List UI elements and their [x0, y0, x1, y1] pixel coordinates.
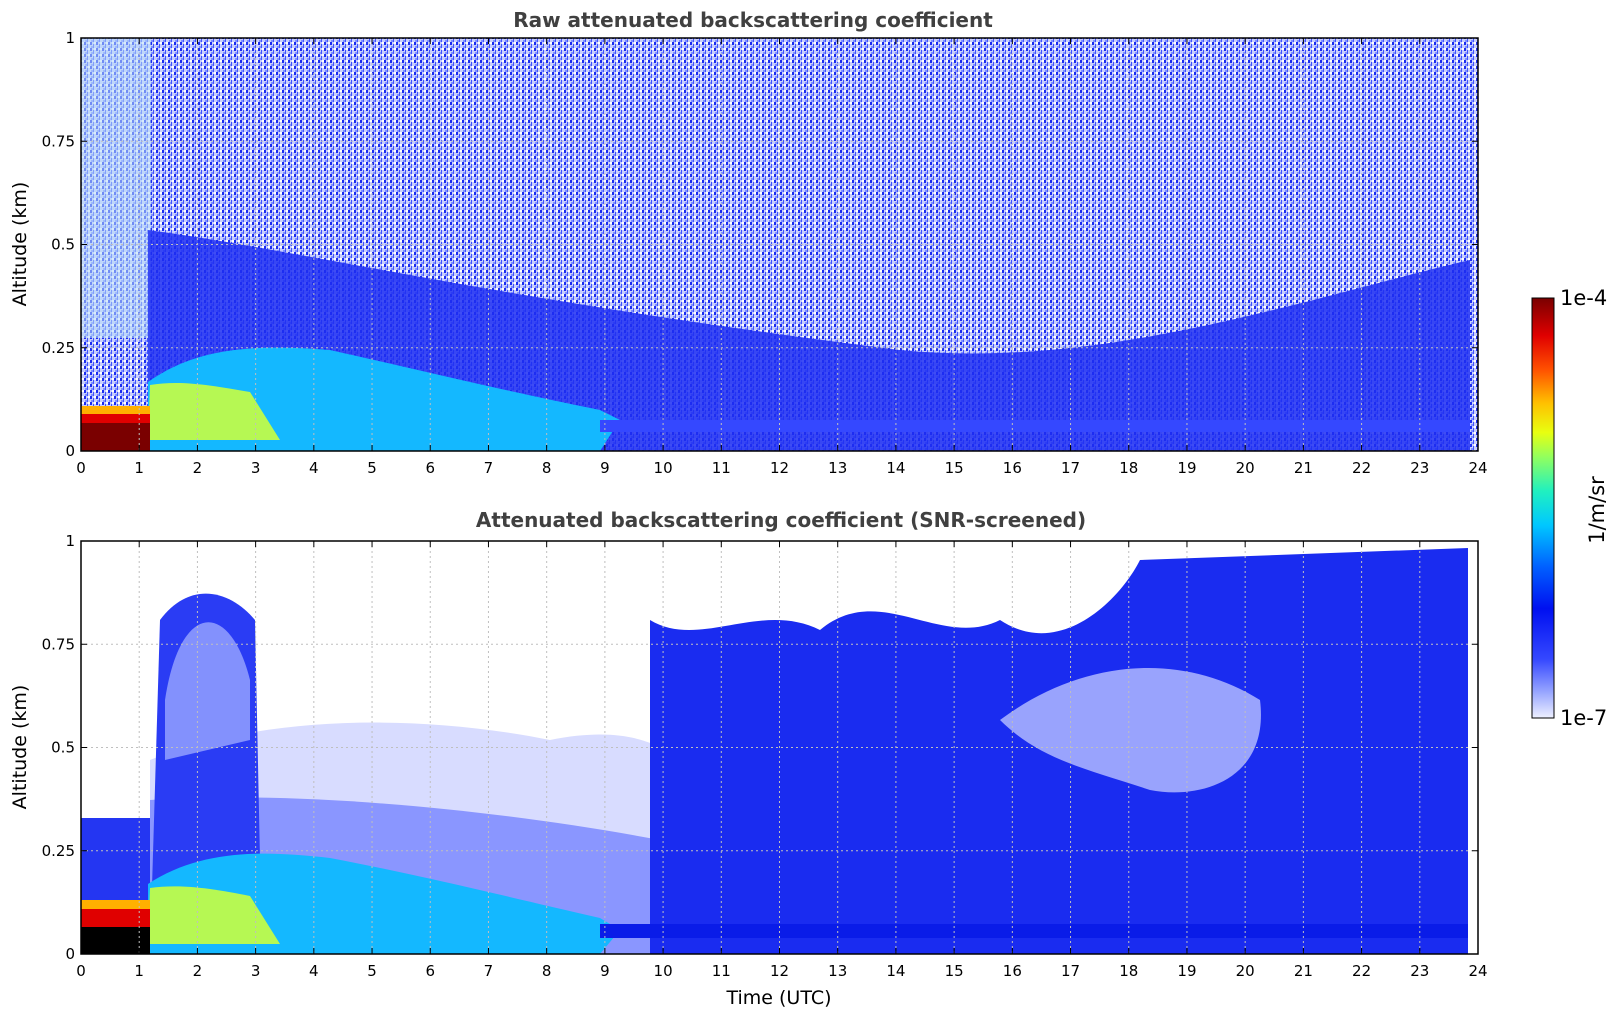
x-tick-label: 1 — [134, 459, 144, 477]
colorbar-min-label: 1e-7 — [1560, 706, 1607, 730]
y-tick-label: 0.5 — [51, 236, 75, 254]
x-tick-label: 5 — [367, 459, 377, 477]
colorbar-gradient — [1531, 297, 1555, 719]
x-tick-label: 2 — [193, 962, 203, 980]
x-tick-label: 1 — [134, 962, 144, 980]
x-tick-label: 21 — [1294, 962, 1313, 980]
colorbar-unit-label: 1/m/sr — [1585, 476, 1609, 544]
x-tick-label: 10 — [654, 962, 673, 980]
cloud-pale-patch — [1000, 667, 1261, 793]
x-tick-label: 20 — [1236, 962, 1255, 980]
x-tick-label: 16 — [1003, 962, 1022, 980]
x-tick-label: 9 — [600, 962, 610, 980]
x-tick-label: 7 — [484, 962, 494, 980]
x-tick-label: 14 — [886, 962, 905, 980]
x-tick-label: 22 — [1352, 459, 1371, 477]
x-tick-label: 20 — [1236, 459, 1255, 477]
x-tick-label: 11 — [712, 459, 731, 477]
panel-raw: Raw attenuated backscattering coefficien… — [9, 8, 1488, 477]
x-tick-label: 4 — [309, 962, 319, 980]
y-tick-label: 0.25 — [42, 842, 75, 860]
y-tick-label: 0.25 — [42, 339, 75, 357]
x-tick-label: 15 — [945, 962, 964, 980]
ticks: 0 1 2 3 4 5 6 7 8 9 10 11 12 13 14 15 16 17 18 19 20 21 22 23 24… — [42, 532, 1488, 980]
gridlines — [81, 38, 1478, 451]
y-axis-label: Altitude (km) — [9, 182, 31, 307]
x-tick-label: 11 — [712, 962, 731, 980]
x-tick-label: 15 — [945, 459, 964, 477]
x-tick-label: 8 — [542, 962, 552, 980]
boundary-layer-core — [148, 886, 280, 944]
x-tick-label: 14 — [886, 459, 905, 477]
x-tick-label: 0 — [76, 962, 86, 980]
x-tick-label: 23 — [1410, 459, 1429, 477]
x-tick-label: 0 — [76, 459, 86, 477]
x-tick-label: 18 — [1119, 459, 1138, 477]
x-tick-label: 3 — [251, 459, 261, 477]
x-tick-label: 5 — [367, 962, 377, 980]
x-tick-label: 9 — [600, 459, 610, 477]
noise-upper-pale — [81, 38, 151, 338]
y-axis-label: Altitude (km) — [9, 685, 31, 810]
x-tick-label: 18 — [1119, 962, 1138, 980]
x-tick-label: 13 — [828, 459, 847, 477]
x-tick-label: 24 — [1468, 962, 1487, 980]
x-tick-label: 22 — [1352, 962, 1371, 980]
y-tick-label: 0 — [65, 945, 75, 963]
x-tick-label: 10 — [654, 459, 673, 477]
colorbar-max-label: 1e-4 — [1560, 286, 1607, 310]
y-tick-label: 1 — [65, 532, 75, 550]
x-tick-label: 4 — [309, 459, 319, 477]
chart-title: Attenuated backscattering coefficient (S… — [476, 508, 1086, 532]
x-tick-label: 16 — [1003, 459, 1022, 477]
x-tick-label: 12 — [770, 459, 789, 477]
x-tick-label: 17 — [1061, 962, 1080, 980]
x-tick-label: 12 — [770, 962, 789, 980]
x-tick-label: 8 — [542, 459, 552, 477]
surface-rim — [81, 900, 150, 909]
colorbar: 1e-4 1e-7 1/m/sr — [1531, 286, 1609, 730]
surface-saturated — [81, 927, 150, 954]
boundary-layer-core — [148, 382, 280, 440]
x-tick-label: 2 — [193, 459, 203, 477]
x-tick-label: 21 — [1294, 459, 1313, 477]
panel-screened: Attenuated backscattering coefficient (S… — [9, 508, 1488, 1009]
y-tick-label: 0.5 — [51, 739, 75, 757]
x-tick-label: 17 — [1061, 459, 1080, 477]
surface-rim — [81, 406, 150, 414]
y-tick-label: 0.75 — [42, 635, 75, 653]
early-plume-top — [165, 622, 250, 760]
x-tick-label: 6 — [425, 962, 435, 980]
x-tick-label: 19 — [1177, 459, 1196, 477]
x-tick-label: 23 — [1410, 962, 1429, 980]
chart-title: Raw attenuated backscattering coefficien… — [513, 8, 993, 32]
x-tick-label: 7 — [484, 459, 494, 477]
x-tick-label: 13 — [828, 962, 847, 980]
low-layer — [600, 924, 1468, 938]
y-tick-label: 1 — [65, 29, 75, 47]
y-tick-label: 0.75 — [42, 132, 75, 150]
x-tick-label: 6 — [425, 459, 435, 477]
x-tick-label: 3 — [251, 962, 261, 980]
surface-core — [81, 423, 150, 451]
x-tick-label: 19 — [1177, 962, 1196, 980]
gridlines — [81, 541, 1478, 954]
y-tick-label: 0 — [65, 442, 75, 460]
ticks: 0 1 2 3 4 5 6 7 8 9 10 11 12 13 14 15 16 17 18 19 20 21 22 23 24… — [42, 29, 1488, 477]
x-axis-label: Time (UTC) — [725, 987, 831, 1009]
x-tick-label: 24 — [1468, 459, 1487, 477]
low-layer — [600, 420, 1470, 432]
